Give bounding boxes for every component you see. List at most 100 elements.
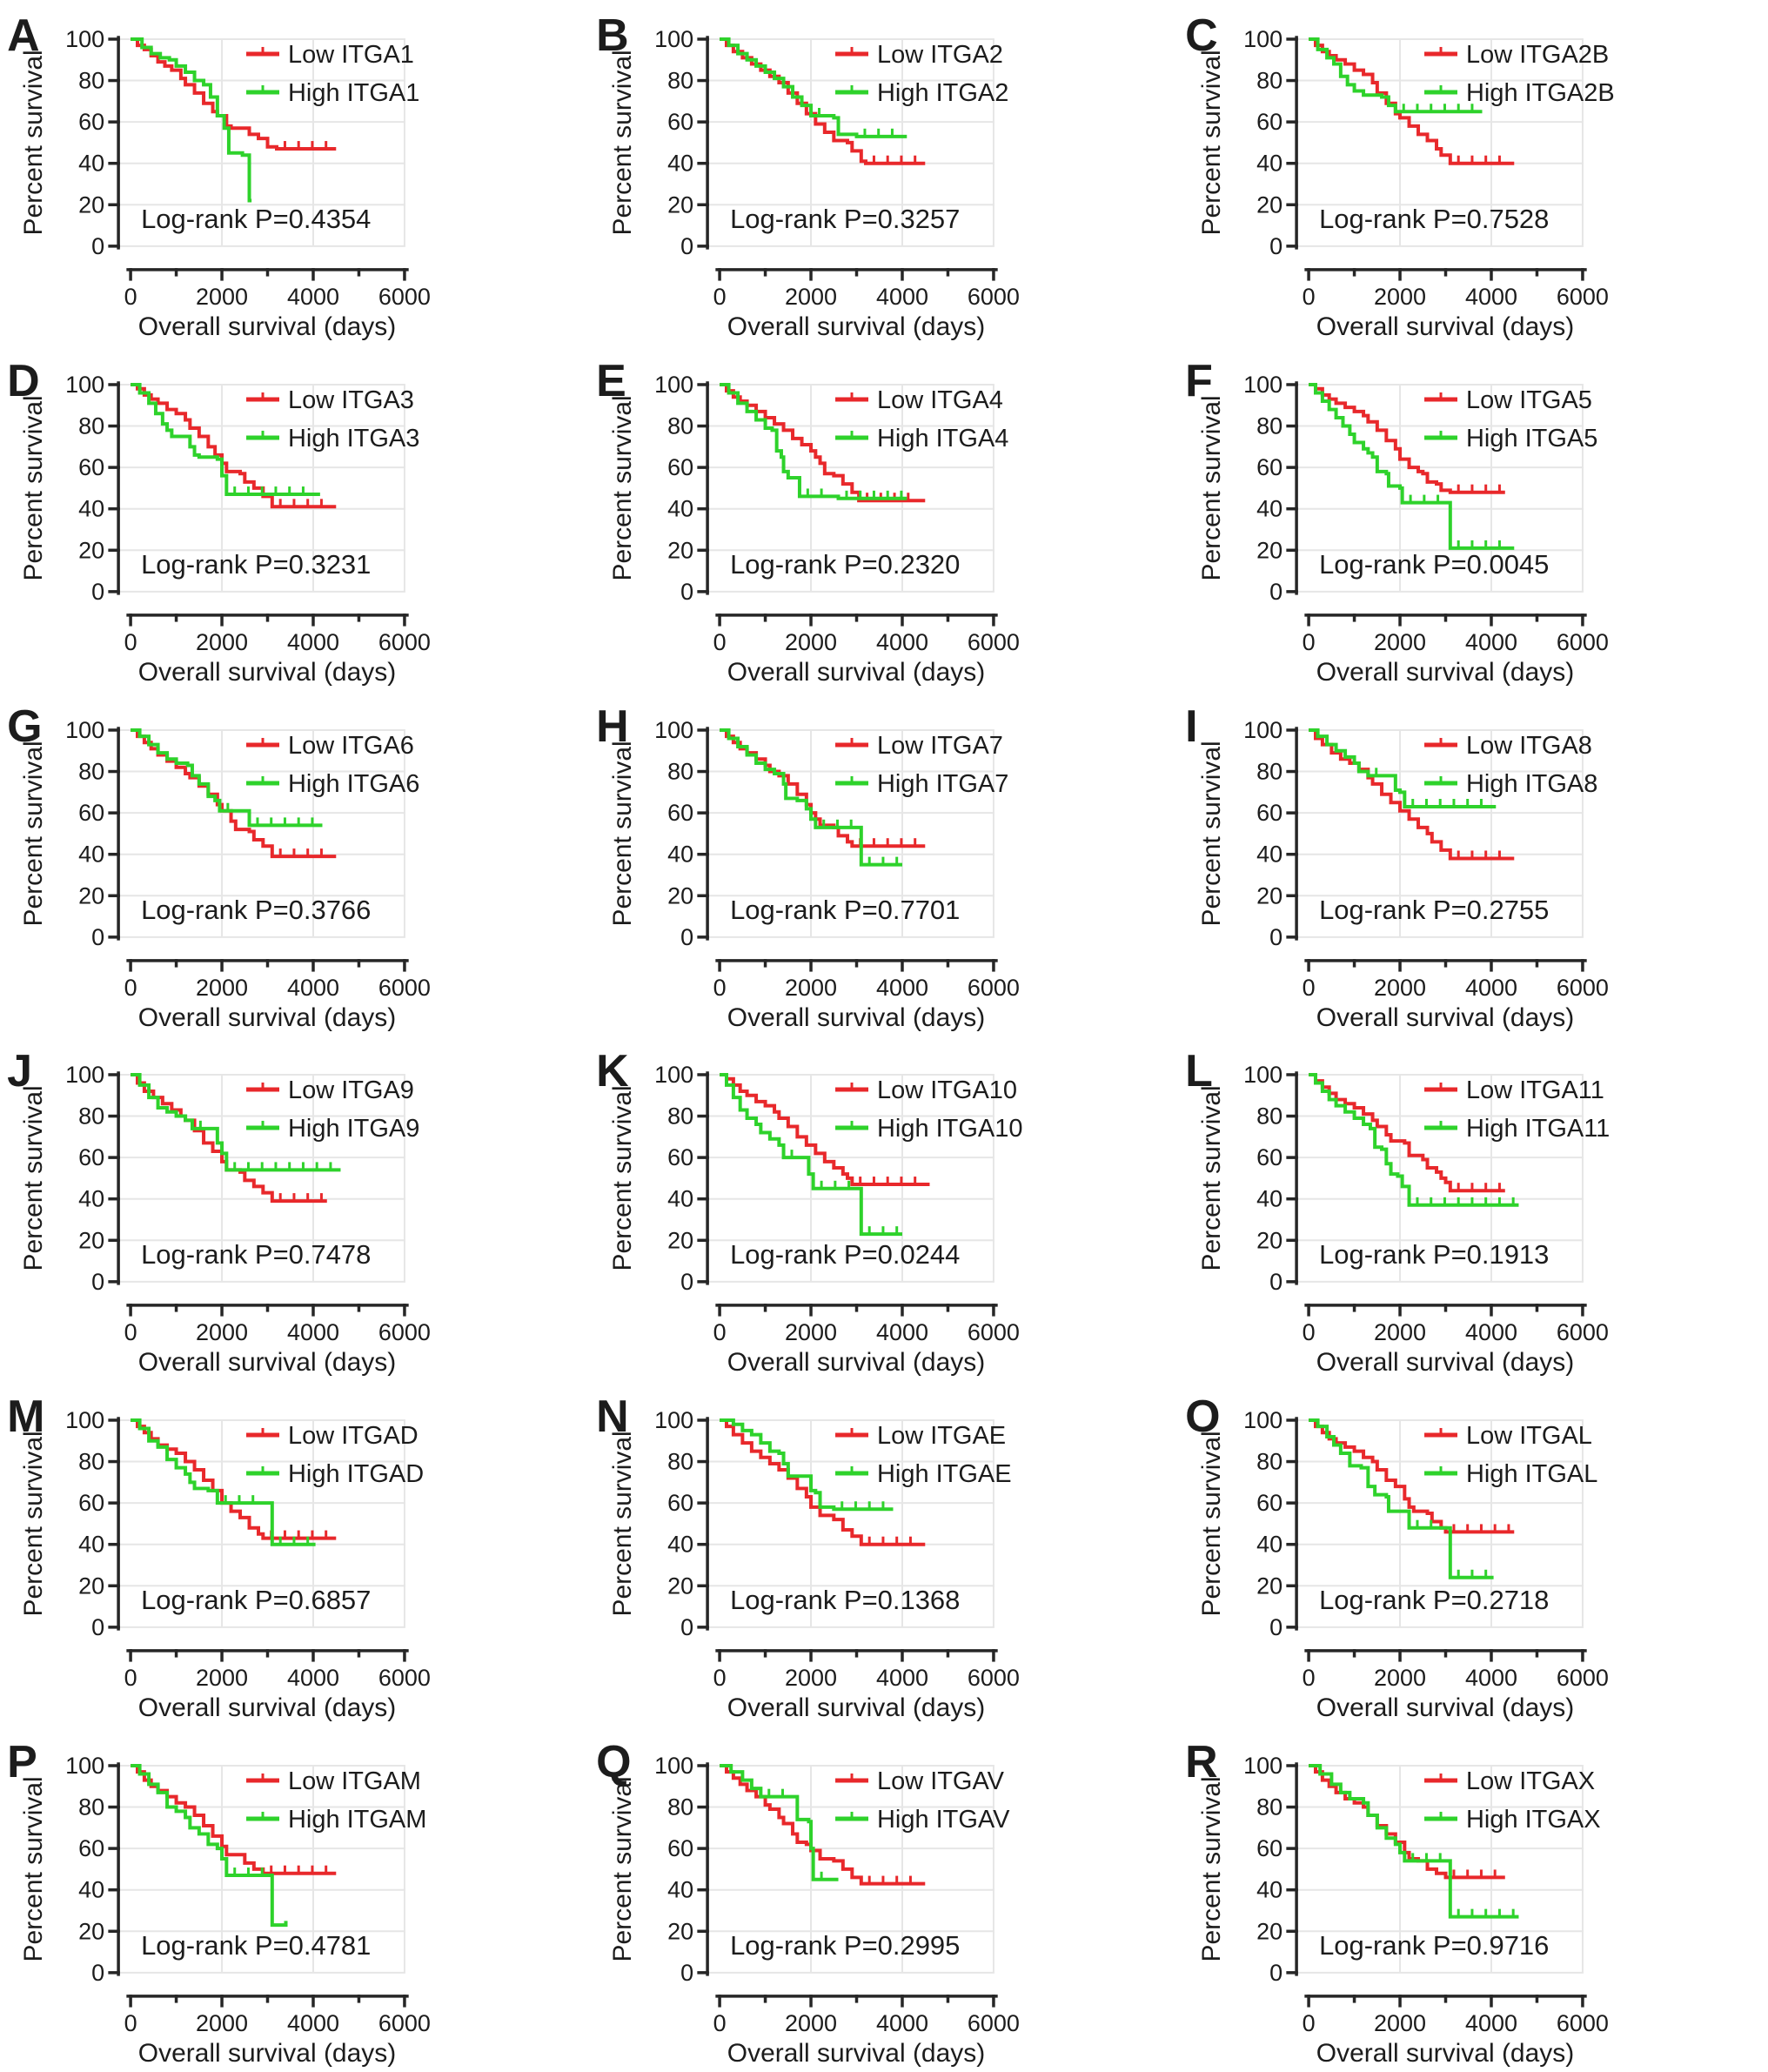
high-curve [720,37,907,138]
y-tick-label: 60 [78,800,104,826]
y-axis: 0 20 40 60 80 100 [1243,717,1298,949]
y-tick-label: 20 [667,1228,693,1254]
legend-label-low: Low ITGA3 [288,386,414,414]
y-tick-label: 80 [667,1449,693,1475]
y-tick-label: 60 [667,454,693,480]
gridlines [118,383,405,593]
x-tick-label: 2000 [196,629,248,655]
y-tick-label: 100 [65,372,104,398]
panel-A: 0 20 40 60 80 100 0 2000 4000 6000 Overall surviva… [0,0,589,345]
censor-ticks [233,1867,264,1876]
y-axis-label: Percent survival [608,741,637,926]
legend-label-high: High ITGA11 [1466,1115,1610,1143]
x-axis: 0 2000 4000 6000 [713,1649,1020,1691]
gridlines [118,37,405,247]
x-tick-label: 6000 [1557,1665,1609,1691]
y-axis: 0 20 40 60 80 100 [65,1062,120,1295]
y-tick-label: 40 [667,841,693,867]
high-curve [720,728,902,867]
y-tick-label: 0 [1269,1614,1282,1640]
y-axis-label: Percent survival [608,1086,637,1271]
x-axis: 0 2000 4000 6000 [713,268,1020,310]
y-tick-label: 40 [1256,495,1282,521]
y-axis: 0 20 40 60 80 100 [65,717,120,949]
panel-letter: L [1185,1046,1213,1096]
x-tick-label: 0 [124,1665,137,1691]
y-axis-label: Percent survival [1197,1086,1226,1271]
y-tick-label: 0 [1269,923,1282,949]
y-tick-label: 40 [78,1532,104,1558]
y-tick-label: 60 [1256,1835,1282,1861]
y-tick-label: 100 [65,26,104,52]
low-curve [131,382,337,509]
y-axis: 0 20 40 60 80 100 [654,717,709,949]
x-tick-label: 6000 [1557,2010,1609,2036]
y-tick-label: 100 [1243,1753,1282,1779]
legend: Low ITGA1 High ITGA1 [246,41,419,107]
y-tick-label: 100 [1243,26,1282,52]
y-tick-label: 100 [654,1062,693,1088]
x-tick-label: 2000 [196,284,248,310]
censor-ticks [790,1150,899,1235]
y-tick-label: 0 [1269,233,1282,259]
y-tick-label: 0 [680,1960,693,1986]
y-axis: 0 20 40 60 80 100 [65,1753,120,1986]
gridlines [707,37,994,247]
logrank-p-label: Log-rank P=0.1368 [730,1585,960,1615]
gridlines [118,1419,405,1629]
y-tick-label: 40 [1256,1186,1282,1212]
panel-K: 0 20 40 60 80 100 0 2000 4000 6000 Overall surviva… [589,1036,1178,1381]
x-axis-label: Overall survival (days) [727,658,985,687]
panel-letter: A [7,10,40,61]
x-axis-label: Overall survival (days) [727,2039,985,2068]
x-tick-label: 2000 [785,2010,837,2036]
panel-H: 0 20 40 60 80 100 0 2000 4000 6000 Overall surviva… [589,691,1178,1036]
x-tick-label: 4000 [876,1665,928,1691]
y-tick-label: 0 [91,923,104,949]
legend: Low ITGA11 High ITGA11 [1424,1076,1610,1143]
logrank-p-label: Log-rank P=0.7528 [1319,204,1549,234]
censor-ticks [1416,1197,1515,1206]
y-tick-label: 40 [78,495,104,521]
y-tick-label: 100 [654,1753,693,1779]
panel-R: 0 20 40 60 80 100 0 2000 4000 6000 Overall surviva… [1178,1727,1767,2072]
legend-label-low: Low ITGA1 [288,41,414,69]
high-curve [720,1418,894,1512]
high-curve [1309,728,1497,808]
y-tick-label: 80 [667,758,693,784]
y-tick-label: 40 [78,1877,104,1903]
legend: Low ITGA6 High ITGA6 [246,732,419,798]
panel-letter: Q [596,1737,631,1787]
censor-ticks [1452,1869,1497,1878]
legend: Low ITGA4 High ITGA4 [835,386,1008,453]
censor-ticks [767,1788,823,1880]
y-tick-label: 100 [1243,717,1282,743]
censor-ticks [859,1177,917,1185]
y-tick-label: 40 [78,151,104,177]
gridlines [1296,37,1584,247]
x-tick-label: 6000 [968,629,1020,655]
censor-ticks [226,802,314,825]
y-tick-label: 100 [65,1407,104,1433]
gridlines [1296,1074,1584,1284]
y-tick-label: 0 [680,923,693,949]
panel-P: 0 20 40 60 80 100 0 2000 4000 6000 Overall surviva… [0,1727,589,2072]
y-tick-label: 60 [667,109,693,135]
y-tick-label: 0 [680,1614,693,1640]
x-axis: 0 2000 4000 6000 [713,613,1020,655]
gridlines [118,1764,405,1974]
x-tick-label: 6000 [378,1665,431,1691]
y-tick-label: 0 [1269,1960,1282,1986]
panel-B: 0 20 40 60 80 100 0 2000 4000 6000 Overall surviva… [589,0,1178,345]
panel-letter: G [7,701,42,752]
y-tick-label: 40 [667,1877,693,1903]
low-curve [720,382,926,503]
x-tick-label: 0 [124,2010,137,2036]
y-tick-label: 40 [1256,1877,1282,1903]
legend-label-low: Low ITGA9 [288,1076,414,1104]
